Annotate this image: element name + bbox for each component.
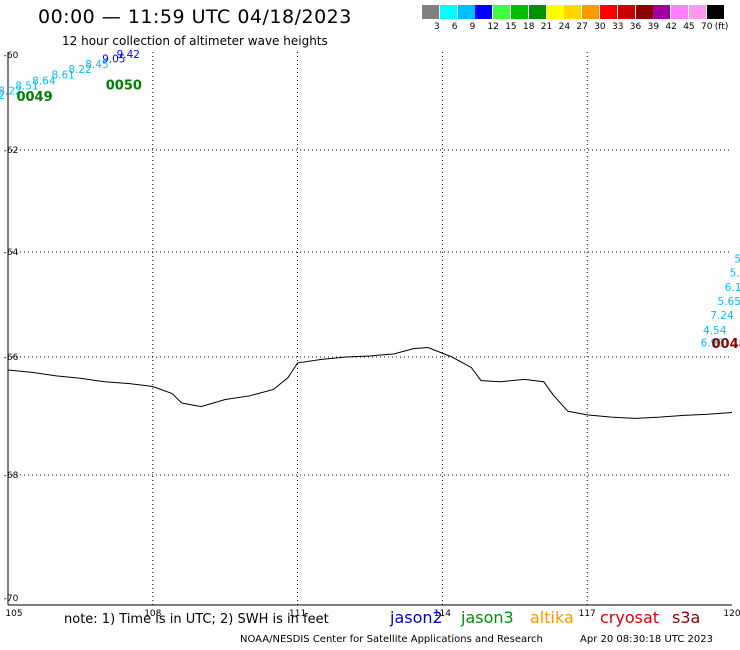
legend-swatch — [528, 5, 546, 19]
swh-value-label: 7.92 — [0, 90, 5, 102]
legend-label: 18 — [523, 22, 535, 32]
map-subtitle: 12 hour collection of altimeter wave hei… — [62, 34, 328, 48]
swh-value-label: 8.64 — [32, 75, 56, 87]
legend-label: 6 — [451, 22, 458, 32]
longitude-tick-label: 111 — [289, 609, 306, 619]
swh-value-label: 9.42 — [117, 49, 140, 61]
legend-swatch — [671, 5, 689, 19]
timestamp-text: Apr 20 08:30:18 UTC 2023 — [580, 634, 713, 645]
swh-value-label: 8.51 — [15, 81, 38, 93]
legend-swatch — [564, 5, 582, 19]
latitude-tick-label: -66 — [4, 353, 19, 363]
legend-swatch — [582, 5, 600, 19]
legend-swatch — [511, 5, 528, 19]
pass-number-label: 0050 — [106, 79, 142, 94]
pass-number-label: 0048 — [711, 337, 740, 352]
swh-value-label: 6.98 — [701, 338, 724, 350]
swh-value-label: 8.61 — [51, 69, 74, 81]
swh-value-label: 5. — [730, 268, 740, 280]
swh-value-label: 8.22 — [68, 64, 91, 76]
swh-value-label: 8.22 — [0, 85, 22, 97]
satellite-label-s3a: s3a — [672, 608, 701, 627]
legend-unit: (ft) — [714, 22, 729, 32]
latitude-tick-label: -64 — [4, 248, 19, 258]
map-title: 00:00 — 11:59 UTC 04/18/2023 — [38, 6, 352, 28]
legend-label: 27 — [576, 22, 588, 32]
legend-label: 42 — [665, 22, 677, 32]
legend-swatch — [457, 5, 475, 19]
legend-swatch — [706, 5, 724, 19]
legend-swatch — [493, 5, 511, 19]
longitude-tick-label: 117 — [579, 609, 596, 619]
longitude-tick-label: 114 — [434, 609, 451, 619]
swh-value-label: 4.54 — [703, 325, 727, 337]
latitude-tick-label: -62 — [4, 146, 19, 156]
legend-label: 9 — [469, 22, 476, 32]
swh-value-label: 7.24 — [710, 310, 734, 322]
legend-label: 70 — [701, 22, 713, 32]
legend-swatch — [475, 5, 493, 19]
coastline — [7, 347, 733, 419]
legend-swatch — [617, 5, 635, 19]
legend-swatch — [635, 5, 653, 19]
satellite-label-jason2: jason2 — [390, 608, 443, 627]
legend-label: 39 — [647, 22, 660, 32]
credit-text: NOAA/NESDIS Center for Satellite Applica… — [240, 634, 543, 645]
satellite-label-altika: altika — [530, 608, 574, 627]
legend-label: 30 — [594, 22, 606, 32]
swh-value-label: 9.05 — [102, 54, 125, 66]
satellite-label-cryosat: cryosat — [600, 608, 660, 627]
satellite-label-jason3: jason3 — [461, 608, 514, 627]
legend-label: 12 — [487, 22, 499, 32]
latitude-tick-label: -60 — [4, 51, 19, 61]
legend-label: 21 — [540, 22, 553, 32]
legend-swatch — [422, 5, 439, 19]
legend-label: 24 — [558, 22, 571, 32]
longitude-tick-label: 108 — [144, 609, 161, 619]
swh-value-label: 5.65 — [718, 296, 740, 308]
legend-label: 45 — [683, 22, 695, 32]
swh-value-label: 8.45 — [85, 59, 108, 71]
latitude-tick-label: -70 — [4, 594, 19, 604]
pass-number-label: 0049 — [16, 90, 52, 105]
latitude-tick-label: -68 — [4, 471, 19, 481]
legend-label: 15 — [505, 22, 517, 32]
longitude-tick-label: 105 — [5, 609, 22, 619]
legend-label: 3 — [434, 22, 440, 32]
longitude-tick-label: 120 — [723, 609, 740, 619]
swh-value-label: 6.15 — [725, 282, 740, 294]
legend-swatch — [439, 5, 457, 19]
legend-swatch — [653, 5, 671, 19]
legend-swatch — [600, 5, 617, 19]
legend-swatch — [546, 5, 564, 19]
legend-label: 33 — [612, 22, 624, 32]
legend-swatch — [689, 5, 706, 19]
swh-value-label: 5 — [734, 254, 740, 266]
legend-label: 36 — [629, 22, 642, 32]
note-text: note: 1) Time is in UTC; 2) SWH is in fe… — [64, 612, 329, 627]
